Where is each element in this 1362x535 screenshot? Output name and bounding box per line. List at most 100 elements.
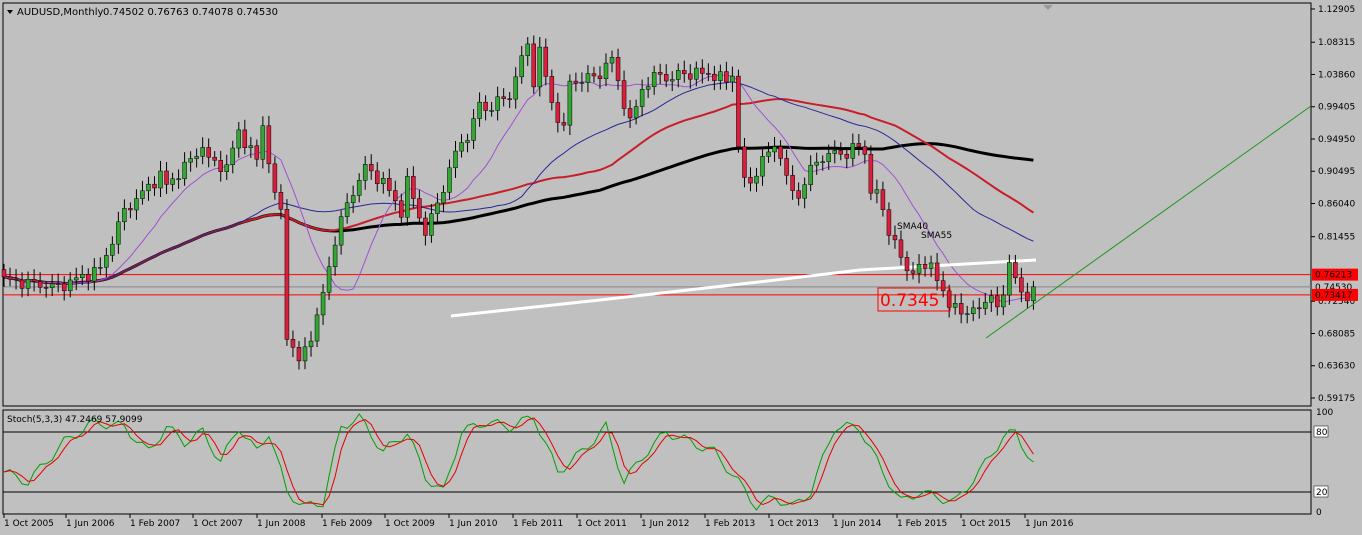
candle-bull <box>916 263 922 274</box>
price-label: 0.81455 <box>1318 233 1355 243</box>
stoch-frame[interactable] <box>2 409 1312 515</box>
candlesticks <box>1 35 1036 370</box>
sma40-navy-line <box>3 81 1034 285</box>
chart-ohlc: 0.74502 0.76763 0.74078 0.74530 <box>103 7 278 18</box>
candle-bear <box>393 190 398 201</box>
moving-averages <box>3 74 1037 318</box>
candle-bull <box>80 274 85 279</box>
candle-bull <box>495 96 500 111</box>
candle-bear <box>19 279 25 289</box>
time-label: 1 Oct 2013 <box>769 519 819 529</box>
candle-bull <box>850 143 856 159</box>
time-label: 1 Jun 2012 <box>641 519 689 529</box>
candle-bull <box>730 75 735 83</box>
candle-bear <box>868 154 874 194</box>
candle-bear <box>910 270 916 274</box>
candle-bull <box>766 151 771 157</box>
candle-bull <box>814 161 819 166</box>
candle-bear <box>663 74 669 82</box>
candle-bull <box>928 262 934 269</box>
time-label: 1 Jun 2008 <box>257 519 306 529</box>
candle-bull <box>194 156 199 159</box>
candle-bull <box>579 82 585 84</box>
candle-bull <box>441 192 446 204</box>
candle-bear <box>55 283 61 285</box>
candle-bull <box>453 150 458 169</box>
candle-bull <box>651 72 657 87</box>
candle-bull <box>435 202 440 214</box>
candle-bear <box>904 257 910 272</box>
candle-bear <box>368 164 374 172</box>
stoch-level-tag <box>1313 485 1329 498</box>
candle-bear <box>561 122 567 126</box>
candle-bull <box>525 43 530 56</box>
candle-bull <box>429 213 434 236</box>
candle-bear <box>627 108 633 119</box>
candle-bear <box>724 71 729 83</box>
level-box-value: 0.7345 <box>880 291 939 311</box>
candle-bull <box>170 178 175 185</box>
candle-bear <box>242 129 248 149</box>
time-axis: 1 Oct 2005 1 Jun 2006 1 Feb 2007 1 Oct 2007… <box>3 514 1074 529</box>
candle-bull <box>669 79 675 82</box>
candle-bull <box>260 125 266 160</box>
stoch-signal-line <box>3 417 1034 506</box>
chart-symbol: AUDUSD,Monthly <box>17 7 104 18</box>
candle-bear <box>591 73 597 77</box>
stochastic-lines: 100 80 20 0 <box>3 408 1333 518</box>
candle-bear <box>37 281 43 288</box>
candle-bull <box>92 267 97 282</box>
candle-bear <box>266 125 272 165</box>
time-label: 1 Oct 2011 <box>577 519 627 529</box>
candle-bull <box>25 278 31 289</box>
candle-bear <box>7 276 13 280</box>
candle-bear <box>1025 291 1030 302</box>
candle-bull <box>1031 286 1036 302</box>
price-label: 0.94950 <box>1318 135 1355 145</box>
candle-bull <box>67 279 73 292</box>
price-tag-upper: 0.76213 <box>1315 271 1352 281</box>
candle-bear <box>206 147 211 158</box>
candle-bull <box>489 110 494 112</box>
candle-bull <box>633 106 639 119</box>
sma-violet-line <box>3 74 1034 303</box>
candle-bear <box>152 183 157 189</box>
candle-bull <box>236 129 242 149</box>
candle-bull <box>603 62 609 79</box>
candle-bull <box>356 180 362 196</box>
candle-bull <box>73 277 79 281</box>
stoch-axis-label: 80 <box>1316 428 1328 438</box>
candle-bull <box>122 208 127 223</box>
price-tag-upper-bg <box>1312 268 1358 281</box>
candle-bull <box>200 147 205 157</box>
candle-bull <box>820 161 825 163</box>
candle-bear <box>1019 277 1024 293</box>
candle-bear <box>417 198 422 219</box>
sma55-label: SMA55 <box>921 231 952 241</box>
candle-bull <box>447 167 452 193</box>
candle-bull <box>104 255 109 268</box>
candle-bull <box>718 71 723 81</box>
candle-bear <box>712 73 717 81</box>
time-label: 1 Jun 2016 <box>1025 519 1074 529</box>
candle-bull <box>639 89 645 107</box>
candle-bear <box>880 189 886 210</box>
candle-bear <box>706 73 711 75</box>
candle-bull <box>802 184 807 199</box>
candle-bear <box>748 177 753 184</box>
candle-bear <box>946 290 952 308</box>
candle-bear <box>212 156 217 161</box>
candle-bear <box>164 170 169 185</box>
candle-bear <box>1 269 7 278</box>
candle-bear <box>742 146 747 178</box>
main-chart-frame[interactable] <box>2 2 1312 407</box>
stoch-main-line <box>3 413 1034 511</box>
candle-bull <box>471 118 476 141</box>
candle-bear <box>844 153 850 159</box>
time-label: 1 Oct 2009 <box>385 519 435 529</box>
candle-bull <box>609 57 615 64</box>
dropdown-arrow-icon[interactable] <box>7 10 13 14</box>
candle-bull <box>302 346 308 362</box>
candle-bear <box>682 70 687 75</box>
